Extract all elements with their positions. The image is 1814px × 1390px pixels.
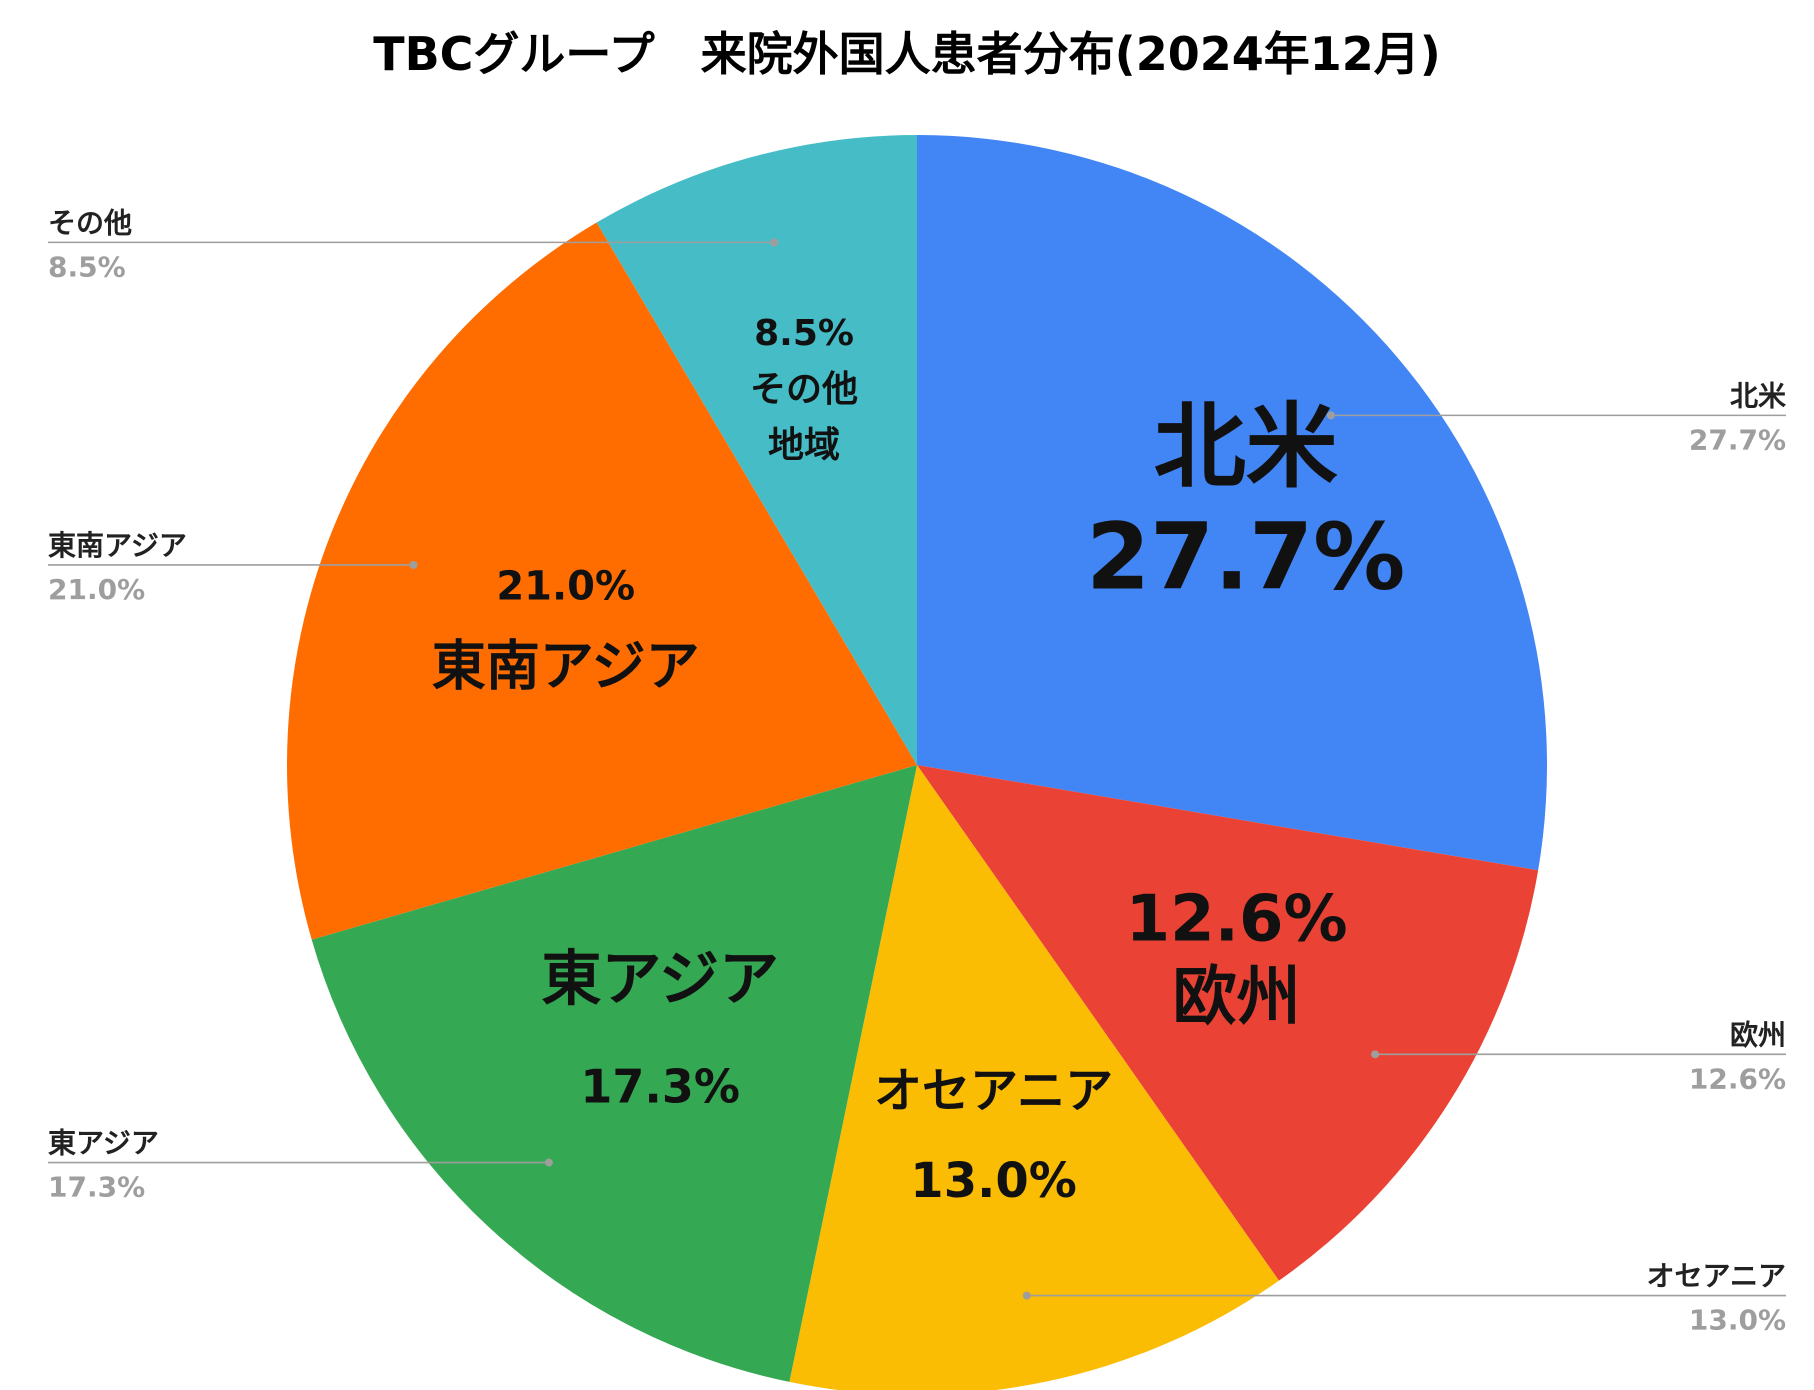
slice-6-inside-label-2: その他 [750,369,858,410]
slice-4 [311,765,917,1382]
outside-labels: 北米27.7%欧州12.6%オセアニア13.0%東アジア17.3%東南アジア21… [48,206,1786,1337]
slice-3 [789,765,1279,1390]
slice-3-inside-label-1: オセアニア [874,1063,1113,1119]
slice-1-outside-name: 北米 [1730,379,1786,412]
slice-5 [286,222,917,940]
slice-6-outside-pct: 8.5% [48,250,126,283]
slice-4-inside-label-1: 東アジア [541,944,779,1014]
slice-4-outside-name: 東アジア [48,1127,159,1160]
slice-5-inside-label-1: 21.0% [496,563,635,609]
slice-2-inside-label-2: 欧州 [1173,960,1301,1034]
slice-5-outside-name: 東南アジア [48,529,187,562]
slice-3-inside-label-2: 13.0% [910,1153,1077,1209]
slice-2 [917,765,1539,1281]
slice-5-inside-label-2: 東南アジア [432,634,700,697]
slice-5-outside-pct: 21.0% [48,573,145,606]
slice-1-inside-label-1: 北米 [1154,393,1338,500]
slice-2-outside-pct: 12.6% [1689,1062,1786,1095]
chart-title: TBCグループ 来院外国人患者分布(2024年12月) [373,27,1441,81]
slice-3-outside-name: オセアニア [1647,1260,1786,1293]
slice-4-outside-pct: 17.3% [48,1171,145,1204]
slice-1-inside-label-2: 27.7% [1086,503,1405,610]
slice-6-inside-label-3: 地域 [768,425,840,466]
slice-6-inside-label-1: 8.5% [754,313,854,354]
slice-6 [596,135,917,765]
slice-1-outside-pct: 27.7% [1689,423,1786,456]
slice-6-outside-name: その他 [48,206,132,239]
slice-4-inside-label-2: 17.3% [580,1059,740,1113]
slice-2-inside-label-1: 12.6% [1126,882,1348,956]
slice-2-outside-name: 欧州 [1730,1018,1786,1051]
slice-3-outside-pct: 13.0% [1689,1304,1786,1337]
slice-1 [917,135,1547,871]
pie-slices [286,135,1547,1390]
